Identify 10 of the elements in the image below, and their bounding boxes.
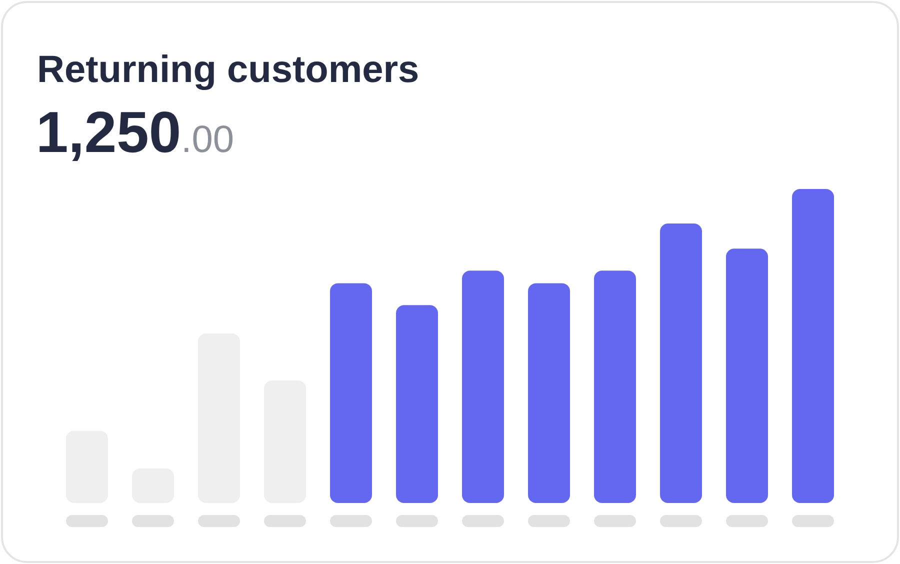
bar — [726, 248, 768, 503]
bar — [330, 283, 372, 503]
bar — [396, 305, 438, 503]
chart-subtitle: 1,250.00 — [36, 100, 234, 165]
bar — [792, 189, 834, 503]
chart-title: Returning customers — [37, 49, 420, 91]
bar — [528, 283, 570, 503]
bar — [660, 224, 702, 503]
bar — [462, 270, 504, 503]
bar — [594, 270, 636, 503]
